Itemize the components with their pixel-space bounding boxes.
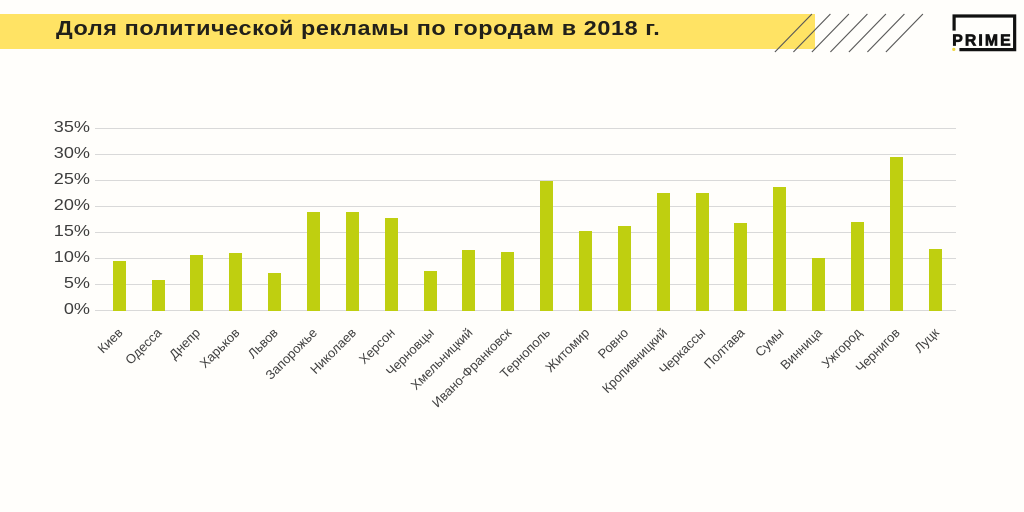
svg-text:PRIME: PRIME xyxy=(952,33,1013,50)
